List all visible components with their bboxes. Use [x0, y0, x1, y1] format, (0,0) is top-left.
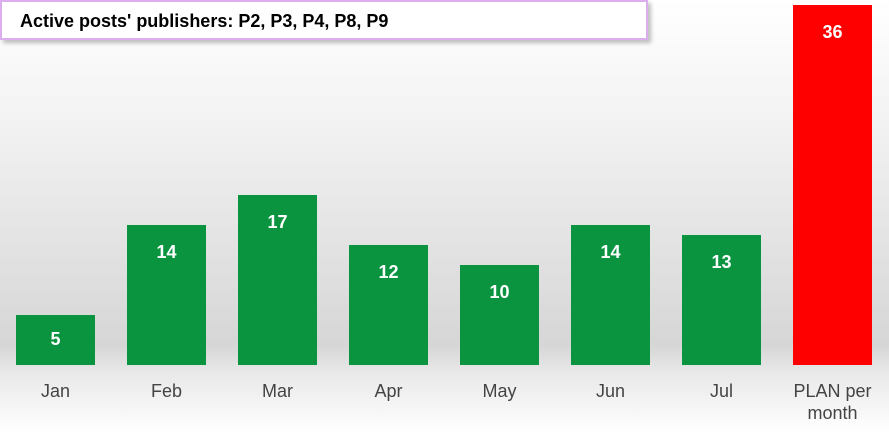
bar: [460, 265, 539, 365]
bar: [793, 5, 872, 365]
x-tick-label: Mar: [262, 381, 293, 401]
value-label: 12: [378, 262, 398, 282]
x-tick-label: Jul: [709, 381, 733, 401]
bar: [16, 315, 95, 365]
bar: [571, 225, 650, 365]
value-label: 13: [711, 252, 731, 272]
x-tick-label: Feb: [150, 381, 183, 401]
x-tick-label: Jan: [40, 381, 71, 401]
x-tick-label: May: [482, 381, 517, 401]
chart-title: Active posts' publishers: P2, P3, P4, P8…: [20, 11, 389, 31]
value-label: 10: [489, 282, 509, 302]
bar: [349, 245, 428, 365]
bar: [238, 195, 317, 365]
value-label: 14: [156, 242, 176, 262]
x-tick-label: Jun: [595, 381, 626, 401]
bar: [127, 225, 206, 365]
value-label: 36: [822, 22, 842, 42]
title-box: Active posts' publishers: P2, P3, P4, P8…: [0, 0, 648, 40]
value-label: 17: [267, 212, 287, 232]
x-tick-label: PLAN per month: [793, 381, 872, 423]
value-label: 14: [600, 242, 620, 262]
x-tick-label: Apr: [374, 381, 403, 401]
bar: [682, 235, 761, 365]
value-label: 5: [50, 329, 60, 349]
